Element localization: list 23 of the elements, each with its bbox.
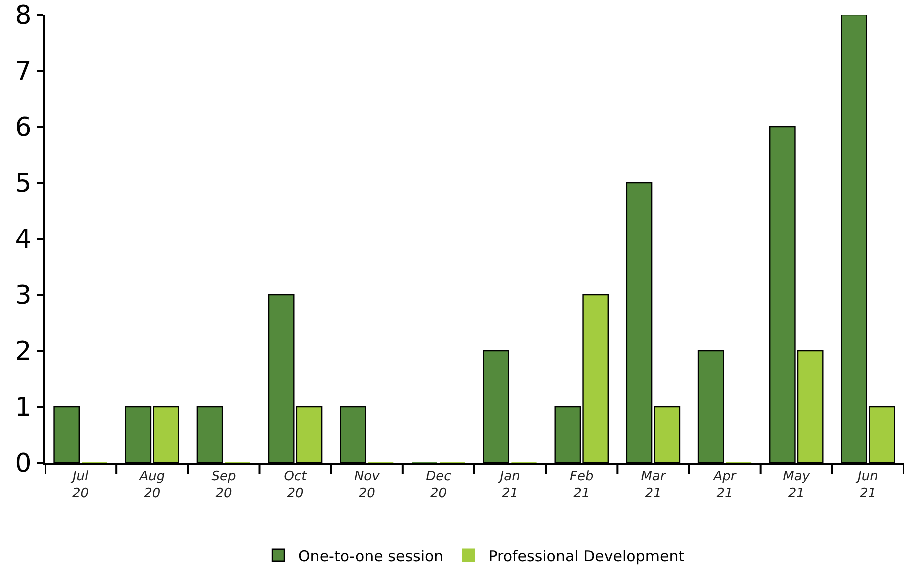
y-tick-label: 3 bbox=[15, 281, 32, 312]
legend-label: Professional Development bbox=[488, 547, 685, 566]
x-tick-label: Sep 20 bbox=[212, 470, 236, 502]
legend-label: One-to-one session bbox=[298, 547, 444, 566]
y-tick-label: 4 bbox=[15, 225, 32, 256]
x-tick-label: Apr 21 bbox=[712, 470, 738, 502]
y-tick-label: 6 bbox=[15, 113, 32, 144]
x-tick-label: Mar 21 bbox=[641, 470, 668, 502]
x-tick-label: Nov 20 bbox=[354, 470, 380, 502]
y-tick-label: 8 bbox=[15, 1, 32, 32]
y-tick-label: 2 bbox=[15, 337, 32, 368]
x-tick-label: Jun 21 bbox=[855, 470, 878, 502]
x-tick-label: Oct 20 bbox=[284, 470, 308, 502]
x-tick-label: Jul 20 bbox=[70, 470, 90, 502]
x-tick-label: Jan 21 bbox=[497, 470, 520, 502]
y-tick-label: 0 bbox=[15, 449, 32, 480]
x-tick-label: May 21 bbox=[783, 470, 810, 502]
x-tick-label: Feb 21 bbox=[570, 470, 594, 502]
y-tick-label: 7 bbox=[15, 57, 32, 88]
x-tick-label: Dec 20 bbox=[426, 470, 452, 502]
x-tick-label: Aug 20 bbox=[138, 470, 166, 502]
y-tick-label: 5 bbox=[15, 169, 32, 200]
y-tick-label: 1 bbox=[15, 393, 32, 424]
